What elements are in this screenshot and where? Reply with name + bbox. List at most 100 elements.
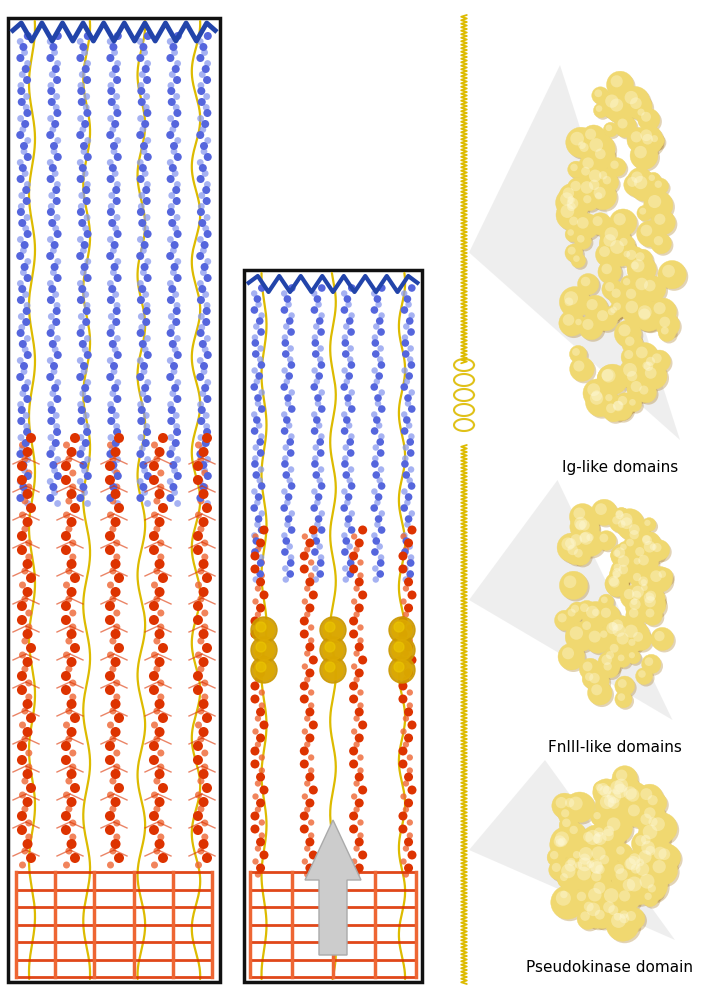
Circle shape (625, 521, 649, 545)
Circle shape (256, 578, 265, 586)
Circle shape (52, 65, 60, 73)
Circle shape (19, 792, 26, 798)
Circle shape (618, 912, 640, 934)
Circle shape (201, 384, 209, 392)
Circle shape (53, 412, 60, 419)
Circle shape (341, 367, 348, 374)
Circle shape (649, 842, 679, 871)
Circle shape (626, 289, 636, 299)
Circle shape (54, 335, 61, 342)
Circle shape (107, 478, 113, 485)
Circle shape (573, 548, 592, 567)
Circle shape (558, 643, 584, 670)
Circle shape (605, 776, 637, 807)
Circle shape (637, 108, 653, 124)
Circle shape (78, 406, 85, 414)
Circle shape (154, 595, 160, 602)
Circle shape (583, 295, 607, 320)
Circle shape (625, 336, 635, 346)
Circle shape (627, 650, 640, 664)
Circle shape (167, 54, 174, 62)
Circle shape (79, 164, 87, 172)
Circle shape (199, 517, 208, 527)
Circle shape (565, 538, 576, 549)
Circle shape (21, 384, 29, 392)
Circle shape (645, 356, 665, 376)
Circle shape (256, 708, 265, 716)
Circle shape (563, 187, 574, 199)
Circle shape (646, 357, 655, 366)
Circle shape (111, 839, 121, 849)
Circle shape (358, 572, 363, 579)
Circle shape (634, 345, 660, 371)
Circle shape (592, 608, 609, 625)
Circle shape (77, 296, 85, 304)
Circle shape (582, 662, 592, 671)
Circle shape (579, 276, 601, 297)
Circle shape (193, 461, 203, 471)
Circle shape (136, 252, 144, 260)
Circle shape (389, 617, 415, 643)
Circle shape (154, 699, 164, 709)
Circle shape (70, 540, 76, 546)
Circle shape (661, 327, 668, 334)
Circle shape (348, 554, 354, 561)
Circle shape (608, 779, 640, 811)
Circle shape (619, 515, 645, 542)
Circle shape (48, 219, 56, 227)
Circle shape (201, 750, 208, 756)
Circle shape (567, 202, 576, 211)
Circle shape (136, 131, 144, 139)
Circle shape (255, 806, 261, 813)
Circle shape (325, 622, 335, 632)
Circle shape (599, 594, 614, 609)
Circle shape (577, 177, 605, 205)
Circle shape (623, 299, 651, 326)
Circle shape (348, 312, 355, 319)
Circle shape (80, 368, 88, 375)
Circle shape (629, 652, 643, 666)
Circle shape (602, 225, 632, 255)
Circle shape (308, 832, 314, 839)
Circle shape (610, 397, 633, 421)
Circle shape (171, 489, 178, 496)
Circle shape (401, 793, 406, 800)
Circle shape (630, 97, 642, 109)
Circle shape (602, 793, 629, 820)
Circle shape (17, 252, 24, 260)
Circle shape (258, 482, 266, 490)
Circle shape (613, 213, 626, 225)
Circle shape (600, 606, 622, 629)
Circle shape (630, 131, 642, 142)
Circle shape (284, 378, 290, 385)
Circle shape (574, 549, 583, 558)
Circle shape (106, 329, 115, 337)
Circle shape (612, 563, 630, 581)
Circle shape (600, 822, 623, 846)
Circle shape (608, 304, 623, 319)
Circle shape (654, 631, 665, 641)
Circle shape (54, 274, 62, 282)
Circle shape (378, 284, 386, 292)
Circle shape (84, 500, 91, 507)
Circle shape (405, 400, 411, 407)
Circle shape (620, 544, 627, 550)
Circle shape (571, 546, 591, 565)
Circle shape (256, 422, 262, 429)
Circle shape (168, 203, 174, 210)
Circle shape (114, 713, 124, 723)
Circle shape (286, 317, 294, 325)
Circle shape (140, 142, 148, 150)
Circle shape (355, 798, 364, 808)
Circle shape (586, 885, 615, 916)
Circle shape (23, 423, 30, 430)
Circle shape (80, 247, 87, 254)
Circle shape (111, 657, 121, 667)
Circle shape (623, 367, 647, 391)
Circle shape (139, 164, 146, 172)
Circle shape (615, 511, 624, 519)
Circle shape (584, 165, 612, 193)
Circle shape (167, 357, 174, 364)
Circle shape (351, 533, 358, 540)
Circle shape (54, 32, 62, 40)
